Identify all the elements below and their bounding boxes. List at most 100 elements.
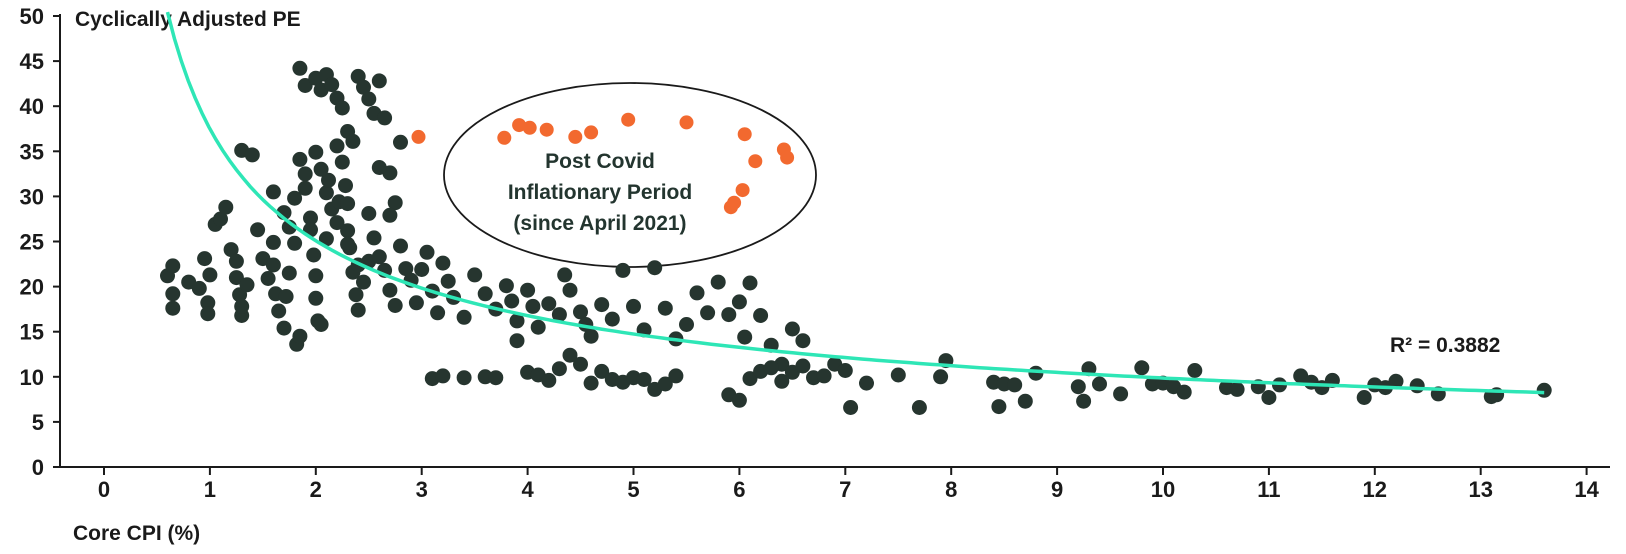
historical-point: [679, 317, 694, 332]
historical-point: [250, 222, 266, 238]
historical-point: [318, 185, 334, 201]
historical-point: [197, 251, 213, 267]
historical-point: [228, 270, 244, 286]
post-covid-point: [497, 130, 512, 145]
y-tick-label: 45: [20, 49, 44, 74]
historical-point: [297, 180, 313, 196]
historical-point: [859, 375, 874, 391]
y-ticks: 0 5 10 15 20 25 30 35 40 45 50: [20, 4, 60, 480]
historical-point: [265, 234, 281, 250]
historical-point: [318, 231, 334, 247]
historical-point: [165, 286, 181, 302]
post-covid-label-line2: Inflationary Period: [508, 181, 692, 204]
historical-point: [541, 296, 557, 312]
historical-point: [583, 328, 599, 344]
historical-point: [562, 347, 578, 363]
historical-point: [530, 319, 546, 335]
historical-point: [281, 265, 297, 281]
x-tick-label: 7: [839, 477, 851, 502]
historical-point: [234, 298, 250, 314]
historical-point: [731, 294, 747, 310]
historical-point: [753, 308, 769, 323]
x-tick-label: 12: [1363, 477, 1387, 502]
y-tick-label: 35: [20, 139, 44, 164]
historical-point: [742, 371, 758, 387]
historical-point: [991, 399, 1007, 415]
historical-point: [520, 282, 536, 298]
historical-point: [700, 305, 716, 321]
historical-point: [742, 275, 758, 291]
historical-point: [498, 278, 514, 294]
historical-point: [721, 307, 737, 323]
historical-point: [387, 298, 403, 313]
historical-point: [292, 60, 308, 76]
x-tick-label: 10: [1151, 477, 1175, 502]
historical-point: [435, 368, 451, 384]
historical-point: [731, 392, 747, 408]
historical-point: [393, 134, 408, 150]
historical-point: [356, 274, 371, 290]
historical-point: [430, 305, 446, 321]
post-covid-point: [539, 122, 554, 137]
historical-point: [334, 100, 350, 116]
historical-point: [647, 260, 663, 276]
historical-point: [557, 267, 573, 283]
historical-point: [525, 298, 541, 314]
historical-point: [583, 375, 599, 391]
historical-point: [477, 286, 493, 302]
historical-point: [509, 313, 525, 329]
historical-point: [287, 235, 303, 251]
historical-point: [200, 306, 216, 322]
historical-point: [334, 154, 350, 170]
historical-point: [398, 261, 414, 277]
x-tick-label: 2: [310, 477, 322, 502]
historical-point: [200, 295, 216, 311]
historical-point: [165, 258, 181, 274]
historical-point: [191, 280, 207, 296]
historical-point: [1409, 378, 1425, 394]
post-covid-point: [780, 150, 795, 165]
historical-point: [382, 207, 398, 223]
historical-point: [371, 249, 387, 265]
historical-point: [306, 247, 322, 263]
x-tick-label: 5: [627, 477, 639, 502]
y-tick-label: 20: [20, 275, 44, 300]
historical-point: [710, 274, 726, 290]
historical-point: [784, 321, 800, 337]
historical-point: [615, 262, 631, 278]
historical-point: [377, 110, 393, 126]
historical-point: [265, 184, 281, 200]
historical-point: [340, 196, 356, 212]
historical-point: [1229, 381, 1245, 397]
historical-point: [287, 190, 303, 206]
historical-point: [795, 358, 811, 374]
post-covid-point: [735, 183, 750, 198]
historical-point: [562, 282, 578, 298]
post-covid-points: [411, 112, 795, 215]
historical-point: [271, 303, 287, 319]
historical-point: [1536, 382, 1552, 398]
historical-point: [1134, 360, 1150, 376]
historical-point: [393, 238, 408, 254]
historical-point: [435, 255, 451, 271]
historical-point: [382, 282, 398, 298]
historical-point: [541, 372, 557, 388]
historical-point: [244, 147, 260, 163]
x-ticks: 0 1 2 3 4 5 6 7 8 9 10 11 12 13 14: [98, 467, 1600, 502]
historical-point: [573, 356, 588, 372]
y-tick-label: 10: [20, 365, 44, 390]
historical-points: [160, 60, 1552, 415]
historical-point: [657, 376, 673, 392]
historical-point: [340, 236, 356, 252]
post-covid-point: [522, 120, 537, 135]
historical-point: [594, 297, 610, 313]
trend-line: [165, 11, 1545, 395]
y-tick-label: 40: [20, 94, 44, 119]
historical-point: [165, 300, 181, 316]
historical-point: [408, 295, 424, 311]
historical-point: [350, 302, 366, 318]
historical-point: [837, 363, 853, 378]
historical-point: [1187, 363, 1203, 378]
historical-point: [260, 271, 276, 286]
historical-point: [668, 368, 684, 384]
